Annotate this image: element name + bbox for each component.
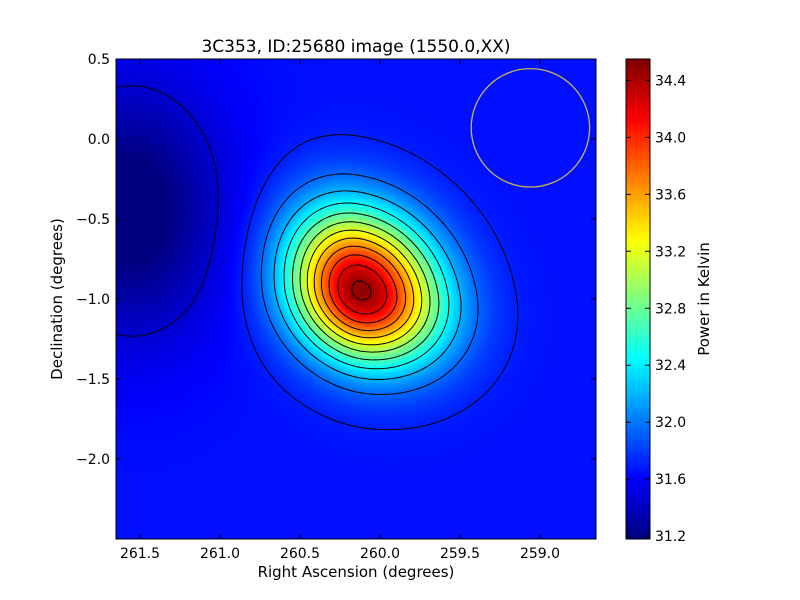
beam-circle (470, 67, 591, 188)
chart-title: 3C353, ID:25680 image (1550.0,XX) (201, 37, 510, 57)
contour-line-11 (337, 264, 388, 315)
y-tick-label: −0.5 (76, 212, 110, 228)
colorbar-gradient (626, 59, 650, 539)
colorbar-label: Power in Kelvin (695, 242, 713, 356)
x-tick-label: 259.5 (440, 546, 480, 562)
colorbar: 34.4 34.0 33.6 33.2 32.8 32.4 32.0 31.6 31.2 (625, 58, 686, 545)
x-tick-label: 260.5 (280, 546, 320, 562)
heatmap-plot-area (115, 58, 597, 540)
contour-line-2 (260, 173, 479, 395)
x-axis: 261.5 261.0 260.5 260.0 259.5 259.0 (120, 59, 560, 562)
colorbar-tick-label: 32.0 (655, 415, 686, 431)
x-tick-label: 260.0 (360, 546, 400, 562)
colorbar-tick-label: 31.6 (655, 472, 686, 488)
contour-line-5 (292, 212, 440, 361)
contour-line-3 (273, 190, 462, 380)
colorbar-tick-label: 32.4 (655, 358, 686, 374)
colorbar-frame (625, 58, 651, 540)
contour-line-4 (283, 202, 450, 370)
colorbar-tick-label: 34.4 (655, 73, 686, 89)
contour-line-9 (320, 245, 407, 332)
colorbar-tick-label: 34.0 (655, 130, 686, 146)
x-tick-label: 261.5 (120, 546, 160, 562)
y-tick-label: −1.5 (76, 372, 110, 388)
colorbar-tick-label: 31.2 (655, 529, 686, 545)
x-tick-label: 259.0 (520, 546, 560, 562)
y-axis: 0.5 0.0 −0.5 −1.0 −1.5 −2.0 (76, 52, 596, 468)
contour-line-1 (241, 134, 519, 431)
y-tick-label: −1.0 (76, 292, 110, 308)
y-tick-label: 0.0 (88, 132, 110, 148)
colorbar-tick-label: 33.6 (655, 187, 686, 203)
heatmap-image (116, 59, 596, 539)
y-tick-label: 0.5 (88, 52, 110, 68)
contour-line-10 (328, 254, 398, 324)
contour-line-7 (306, 229, 423, 346)
y-tick-label: −2.0 (76, 452, 110, 468)
contour-line-0 (117, 85, 219, 337)
contour-line-6 (299, 221, 431, 353)
x-axis-label: Right Ascension (degrees) (258, 563, 455, 581)
y-axis-label: Declination (degrees) (48, 218, 66, 380)
colorbar-ticks: 34.4 34.0 33.6 33.2 32.8 32.4 32.0 31.6 31.2 (626, 73, 686, 545)
contour-lines (117, 85, 519, 431)
contour-line-12 (351, 280, 372, 301)
colorbar-tick-label: 32.8 (655, 301, 686, 317)
contour-line-8 (313, 237, 415, 339)
x-tick-label: 261.0 (200, 546, 240, 562)
colorbar-tick-label: 33.2 (655, 244, 686, 260)
